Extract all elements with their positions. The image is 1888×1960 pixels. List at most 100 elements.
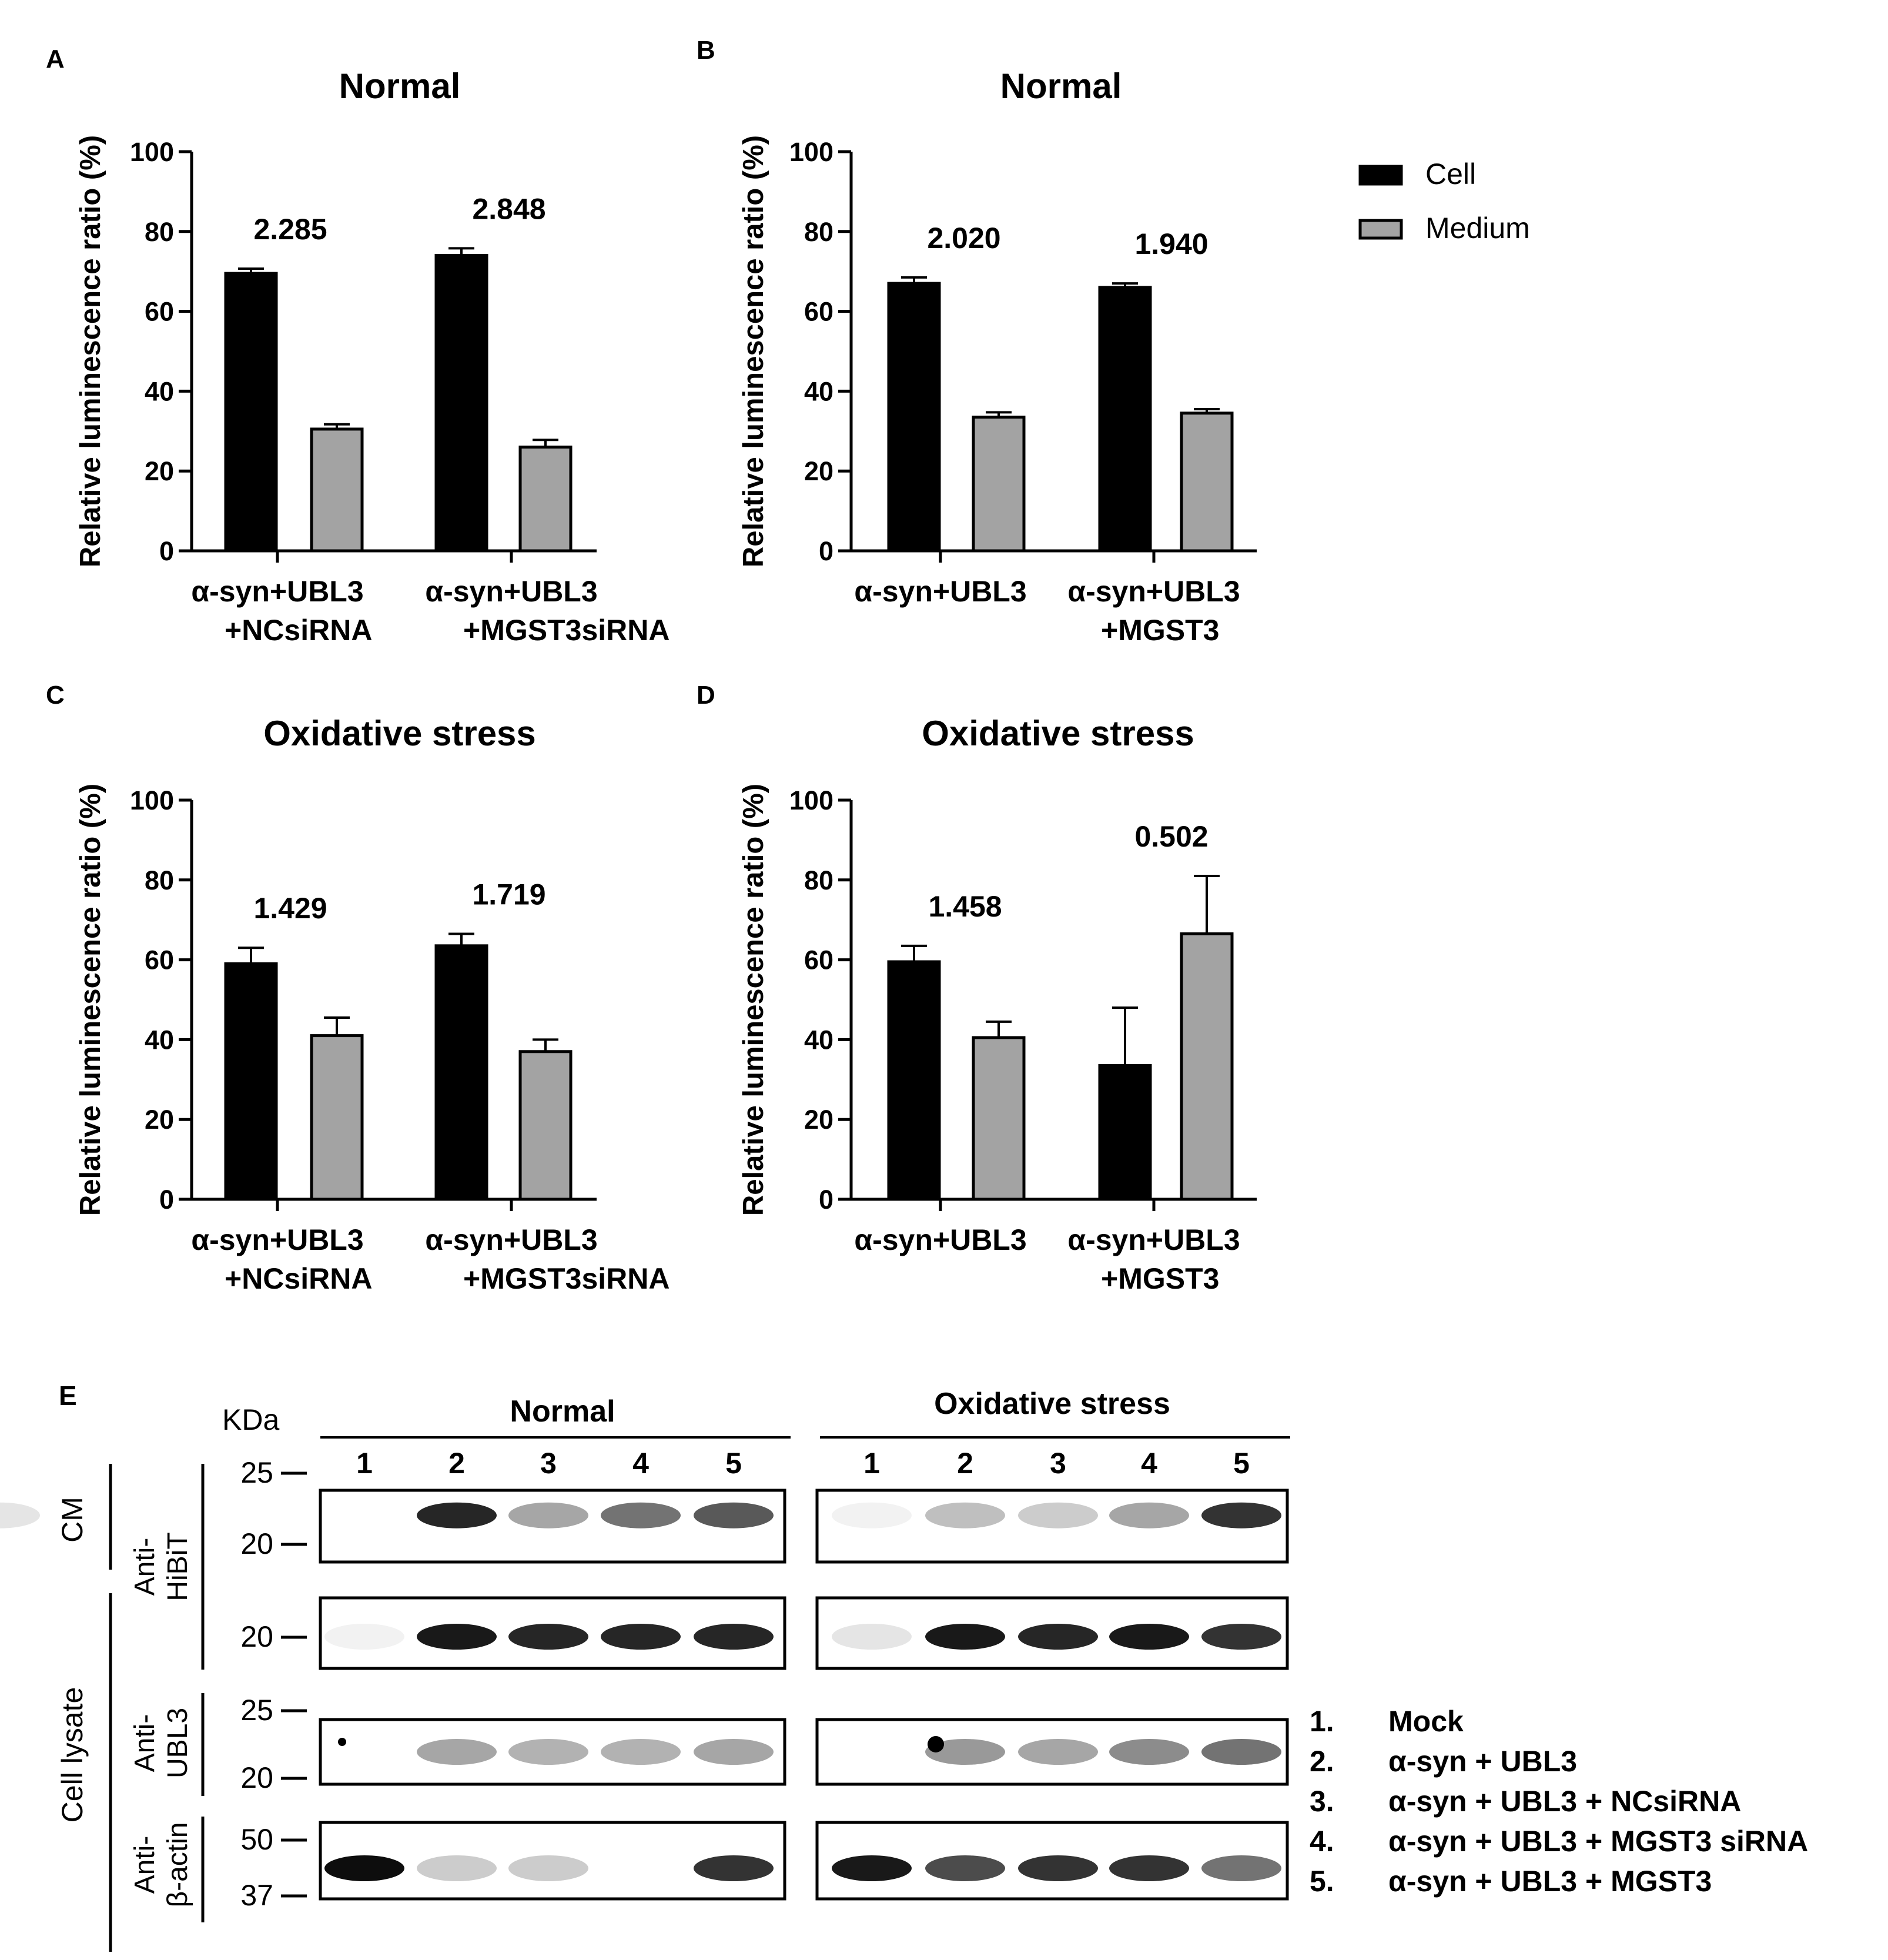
y-tick-label: 40 [145,376,174,406]
panel-label: D [697,681,715,710]
blot-band [1201,1739,1281,1765]
category-label: +NCsiRNA [225,1262,372,1295]
y-tick-label: 60 [145,297,174,327]
blot-speck [338,1738,346,1746]
marker-label: 37 [240,1879,273,1912]
lane-legend-text: α-syn + UBL3 [1388,1745,1577,1778]
blot-band [925,1624,1005,1650]
lane-legend-number: 5. [1310,1865,1334,1898]
blot-band [832,1624,912,1650]
chart-B: B Normal Relative luminescence ratio (%) 0 2… [697,36,1257,647]
lane-legend-number: 3. [1310,1785,1334,1818]
blot-band [832,1502,912,1528]
y-axis-label: Relative luminescence ratio (%) [75,784,106,1216]
y-tick-label: 60 [804,297,833,327]
legend-label: Medium [1425,212,1530,245]
legend-label: Cell [1425,158,1476,190]
blot-band [1018,1739,1098,1765]
blot-box [815,1489,1289,1564]
y-axis-label: Relative luminescence ratio (%) [75,135,106,567]
category-label: α-syn+UBL3 [191,1223,363,1256]
y-tick-label: 20 [804,456,833,486]
y-tick-label: 100 [789,785,833,815]
blot-band [1109,1855,1189,1881]
lane-number: 3 [1050,1447,1066,1480]
lane-number: 3 [540,1447,557,1480]
antibody-label: Anti- [129,1836,160,1894]
ratio-label: 0.502 [1134,820,1208,853]
y-tick-label: 0 [819,536,833,566]
lane-legend-number: 1. [1310,1705,1334,1738]
blot-panel: E KDa Normal 1 2 3 4 5 Oxidative stress 1 2 3 4 5 25 20… [0,1380,1808,1952]
blot-band [417,1502,497,1528]
legend-swatch [1358,165,1403,186]
y-axis-label: Relative luminescence ratio (%) [738,135,769,567]
blot-band [508,1855,588,1881]
blot-band [694,1739,774,1765]
blot-speck [928,1736,944,1752]
ratio-label: 1.458 [928,890,1002,923]
antibody-label: Anti- [129,1538,160,1596]
y-tick-label: 100 [130,785,174,815]
bar-medium [1180,932,1234,1201]
y-axis-label: Relative luminescence ratio (%) [738,784,769,1216]
y-tick-label: 40 [804,376,833,406]
lane-number: 5 [725,1447,742,1480]
blot-band [925,1739,1005,1765]
marker-label: 50 [240,1823,273,1856]
lane-number: 1 [863,1447,880,1480]
y-tick-label: 0 [159,536,174,566]
marker-label: 20 [240,1761,273,1794]
blot-band [1109,1502,1189,1528]
y-tick-label: 80 [145,217,174,247]
bar-medium [1180,412,1234,553]
blot-box [319,1718,786,1786]
blot-band [0,1502,40,1528]
lane-number: 1 [356,1447,373,1480]
blot-band [324,1624,404,1650]
bar-cell [224,272,278,553]
condition-label: Oxidative stress [934,1387,1170,1421]
blot-band [1018,1624,1098,1650]
blot-band [508,1739,588,1765]
blot-box [319,1489,786,1564]
chart-D: D Oxidative stress Relative luminescence r… [697,681,1257,1295]
category-label: +MGST3 [1101,614,1219,647]
bar-cell [1098,286,1152,553]
ratio-label: 1.429 [253,892,327,925]
bar-cell [887,282,941,553]
blot-band [1109,1624,1189,1650]
y-tick-label: 20 [145,456,174,486]
blot-band [601,1502,681,1528]
category-label: +MGST3 [1101,1262,1219,1295]
y-tick-label: 20 [145,1105,174,1135]
blot-band [1018,1502,1098,1528]
lane-legend-text: α-syn + UBL3 + NCsiRNA [1388,1785,1741,1818]
ratio-label: 1.940 [1134,228,1208,260]
y-tick-label: 40 [145,1025,174,1055]
y-tick-label: 80 [145,865,174,895]
chart-title: Normal [1000,66,1122,106]
legend: Cell Medium [1358,158,1530,245]
y-tick-label: 80 [804,865,833,895]
blot-band [694,1502,774,1528]
blot-band [417,1624,497,1650]
blot-band [324,1855,404,1881]
lane-number: 4 [632,1447,649,1480]
blot-band [832,1855,912,1881]
panel-label: C [46,681,65,710]
lane-number: 2 [448,1447,465,1480]
bar-cell [887,960,941,1201]
category-label: α-syn+UBL3 [854,575,1026,608]
category-label: α-syn+UBL3 [425,1223,597,1256]
marker-label: 20 [240,1527,273,1560]
category-label: +MGST3siRNA [463,614,669,647]
unit-label: KDa [222,1403,279,1436]
blot-band [694,1624,774,1650]
panel-label: B [697,36,715,65]
y-tick-label: 80 [804,217,833,247]
y-tick-label: 60 [145,945,174,975]
category-label: α-syn+UBL3 [854,1223,1026,1256]
blot-band [1201,1624,1281,1650]
category-label: α-syn+UBL3 [425,575,597,608]
